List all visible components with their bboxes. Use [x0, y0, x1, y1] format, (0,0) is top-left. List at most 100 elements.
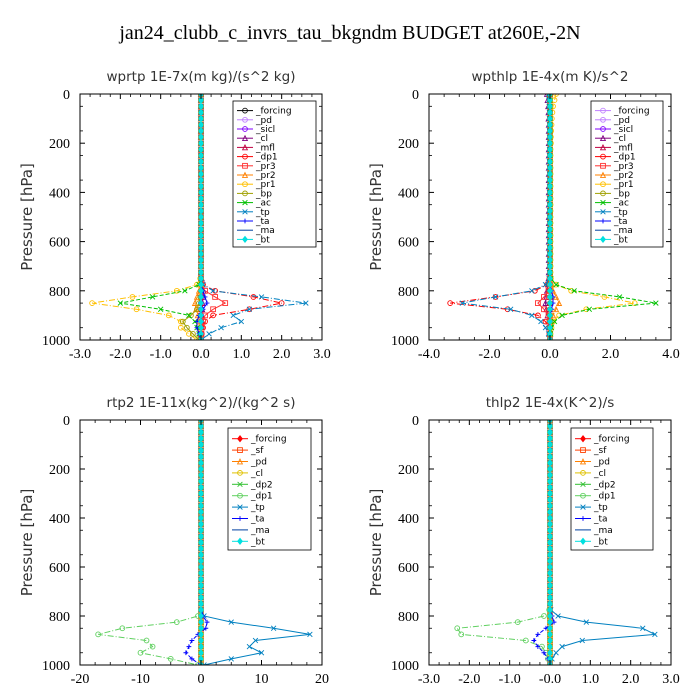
legend-label: _pd	[613, 116, 630, 126]
legend-label: _pd	[255, 116, 272, 126]
legend-item: _bt	[575, 537, 608, 547]
data-point	[535, 300, 541, 306]
legend-marker	[580, 447, 586, 453]
data-point	[189, 638, 195, 643]
legend-label: _pr2	[255, 171, 276, 181]
legend-marker	[599, 134, 607, 142]
data-point	[553, 281, 559, 288]
legend-box	[232, 100, 317, 248]
data-point	[186, 331, 192, 337]
data-point	[250, 294, 257, 300]
series-dp1	[454, 420, 553, 665]
legend-item: _pd	[575, 458, 610, 468]
data-point	[507, 306, 514, 312]
legend-label: _forcing	[255, 107, 292, 117]
data-point	[535, 644, 541, 650]
data-point	[616, 294, 623, 300]
data-point	[303, 300, 309, 306]
legend-marker	[600, 199, 606, 206]
legend-marker	[237, 470, 243, 476]
legend-marker	[242, 107, 248, 114]
legend-item: _cl	[595, 134, 626, 144]
data-point	[458, 631, 465, 638]
data-point	[522, 637, 529, 644]
x-tick-label: 20	[315, 672, 329, 687]
x-tick-label: -4.0	[418, 347, 440, 362]
data-point	[535, 631, 541, 637]
legend-marker	[237, 516, 243, 521]
data-point	[133, 306, 140, 313]
data-point	[541, 294, 547, 300]
legend-item: _pr3	[237, 162, 276, 172]
legend-marker	[579, 458, 587, 465]
data-point	[89, 300, 95, 306]
panel-title: rtp2 1E-11x(kg^2)/(kg^2 s)	[107, 395, 296, 411]
legend-marker	[580, 435, 586, 443]
legend-marker	[237, 537, 243, 545]
data-point	[535, 312, 541, 319]
data-point	[149, 294, 156, 300]
legend-item: _forcing	[237, 107, 292, 117]
legend-label: _pr1	[613, 180, 634, 190]
legend-marker	[580, 470, 586, 476]
legend-marker	[600, 107, 606, 114]
legend-label: _dp1	[593, 492, 616, 502]
legend-label: _bp	[613, 189, 630, 199]
data-point	[579, 637, 585, 644]
legend-item: _pd	[237, 116, 272, 126]
data-point	[514, 619, 521, 625]
legend-item: _ma	[232, 526, 270, 536]
legend-label: _sicl	[255, 125, 275, 135]
series-bt	[547, 420, 553, 665]
data-point	[551, 318, 558, 325]
legend-item: _pr2	[237, 171, 276, 181]
data-point	[246, 306, 253, 313]
data-point	[190, 331, 196, 337]
data-point	[652, 631, 658, 638]
legend-marker	[237, 492, 243, 499]
legend-label: _tp	[613, 208, 628, 218]
data-point	[180, 318, 186, 325]
data-point	[553, 281, 559, 288]
data-point	[184, 324, 190, 331]
legend-marker	[242, 126, 248, 132]
data-point	[454, 625, 461, 632]
legend-marker	[237, 447, 243, 453]
legend-item: _bt	[237, 235, 270, 245]
data-point	[212, 294, 218, 300]
legend-item: _ta	[237, 217, 270, 227]
data-point	[307, 631, 313, 638]
y-tick-label: 400	[398, 186, 419, 201]
data-point	[203, 625, 209, 631]
data-point	[186, 644, 192, 650]
y-tick-label: 1000	[42, 334, 70, 349]
legend-marker	[236, 458, 244, 465]
legend-marker	[580, 537, 586, 545]
data-point	[571, 288, 577, 294]
legend-marker	[580, 504, 586, 510]
legend-item: _pd	[232, 458, 267, 468]
y-tick-label: 200	[49, 463, 70, 478]
y-tick-label: 800	[398, 285, 419, 300]
data-point	[182, 288, 188, 294]
legend-marker	[242, 209, 248, 215]
data-point	[492, 294, 499, 300]
x-tick-label: 3.0	[313, 347, 331, 362]
x-tick-label: 10	[255, 672, 269, 687]
data-point	[177, 324, 184, 331]
data-point	[640, 625, 646, 631]
y-tick-label: 1000	[42, 659, 70, 674]
legend-marker	[600, 153, 606, 160]
data-point	[137, 649, 144, 656]
data-point	[143, 637, 150, 644]
panel-title: wpthlp 1E-4x(m K)/s^2	[472, 69, 629, 85]
legend-label: _ma	[250, 526, 270, 536]
legend-item: _bt	[595, 235, 628, 245]
legend-marker	[580, 481, 586, 488]
legend-marker	[599, 171, 607, 178]
legend-marker	[242, 190, 248, 197]
data-point	[246, 643, 253, 650]
legend-item: _bp	[595, 189, 630, 199]
